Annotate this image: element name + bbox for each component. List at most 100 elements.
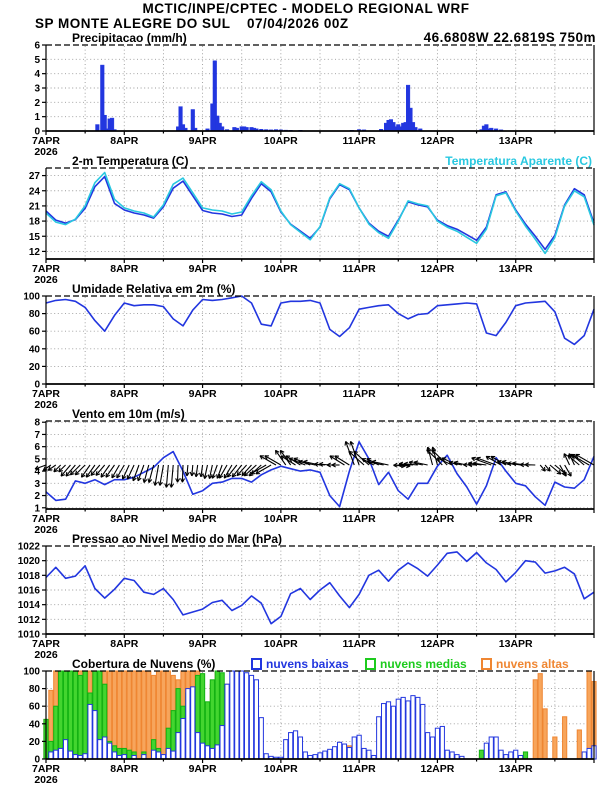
pressure-panel: 1010 1012 1014 1016 1018 1020 1022 7APR 8APR 9APR…: [18, 532, 595, 661]
y-tick-label: 15: [29, 232, 41, 243]
cloud-bar: [478, 749, 485, 760]
x-tick-label: 12APR: [420, 135, 454, 147]
series-line: [45, 171, 595, 255]
cloud-bar: [126, 749, 132, 760]
y-tick-label: 2: [34, 98, 40, 109]
cloud-bar: [429, 736, 436, 760]
cloud-bar: [126, 670, 132, 760]
cloud-bar: [219, 725, 225, 760]
x-tick-label: 8APR: [110, 763, 138, 775]
location-coordinates: 46.6808W 22.6819S 750m: [423, 30, 596, 45]
panel-title: Vento em 10m (m/s): [72, 407, 185, 421]
series-line: [45, 440, 595, 508]
cloud-bar: [586, 747, 592, 760]
y-tick-label: 4: [34, 69, 40, 80]
cloud-bar: [366, 749, 372, 760]
cloud-bar: [332, 746, 338, 760]
cloud-bar: [562, 716, 568, 760]
y-tick-label: 1: [34, 503, 40, 514]
cloud-bar: [361, 747, 367, 760]
x-tick-label: 12APR: [420, 263, 454, 275]
y-tick-label: 1020: [18, 556, 41, 567]
x-tick-label: 9APR: [189, 388, 217, 400]
cloud-bar: [420, 703, 426, 760]
y-tick-label: 1012: [18, 615, 41, 626]
temperature-panel: 12 15 18 21 24 27 7APR 8APR 9APR 10APR 11APR 12APR 1…: [29, 154, 595, 286]
y-tick-label: 18: [29, 217, 41, 228]
legend-swatch-icon: [251, 658, 262, 670]
y-tick-label: 80: [29, 684, 41, 695]
x-tick-label: 7APR: [32, 263, 60, 275]
cloud-bar: [508, 751, 514, 760]
cloud-bar: [72, 670, 78, 760]
x-tick-label: 10APR: [264, 638, 298, 650]
panel-title: 2-m Temperatura (C): [72, 154, 188, 168]
y-tick-label: 0: [34, 380, 40, 391]
x-tick-label: 13APR: [499, 763, 533, 775]
x-tick-label: 9APR: [189, 513, 217, 525]
x-year-label: 2026: [34, 146, 58, 158]
y-tick-label: 1016: [18, 586, 41, 597]
x-tick-label: 11APR: [343, 263, 377, 275]
cloud-bar: [58, 747, 64, 760]
y-tick-label: 27: [29, 171, 41, 182]
cloud-bar: [195, 732, 201, 760]
cloud-bar: [131, 670, 137, 760]
y-tick-label: 6: [34, 442, 40, 453]
cloud-bar: [302, 751, 308, 760]
y-tick-label: 20: [29, 737, 41, 748]
cloud-bar: [586, 670, 592, 760]
y-tick-label: 40: [29, 719, 41, 730]
x-tick-label: 9APR: [189, 763, 217, 775]
y-tick-label: 100: [23, 667, 40, 678]
cloud-bar: [180, 718, 186, 760]
cloud-bar: [204, 745, 211, 760]
cloud-bar: [234, 670, 240, 760]
y-tick-label: 60: [29, 702, 41, 713]
cloud-bar: [155, 670, 162, 760]
cloud-bar: [537, 673, 543, 760]
cloud-bar: [87, 703, 93, 760]
cloud-bar: [317, 752, 323, 760]
cloud-bar: [165, 747, 171, 760]
y-tick-label: 1014: [18, 600, 41, 611]
cloud-bar: [493, 736, 499, 760]
series-line: [45, 295, 595, 346]
precipitation-panel: 0 1 2 3 4 5 6 7APR 8APR 9APR 10APR 11APR 12APR 13APR 2…: [32, 31, 595, 158]
x-tick-label: 7APR: [32, 638, 60, 650]
cloud-bar: [253, 679, 259, 760]
cloud-bar: [62, 739, 69, 760]
x-year-label: 2026: [34, 399, 58, 411]
cloud-bar: [288, 732, 294, 760]
panel-title: Umidade Relativa em 2m (%): [72, 282, 235, 296]
cloud-bar: [283, 739, 289, 760]
cloud-bar: [292, 730, 299, 760]
panel-title: Cobertura de Nuvens (%): [72, 657, 215, 671]
x-tick-label: 9APR: [189, 135, 217, 147]
y-tick-label: 3: [34, 84, 40, 95]
cloud-bar: [434, 727, 441, 760]
x-tick-label: 10APR: [264, 135, 298, 147]
x-tick-label: 12APR: [420, 638, 454, 650]
cloud-bar: [190, 686, 196, 760]
cloud-bar: [136, 670, 142, 760]
panel-title: Precipitacao (mm/h): [72, 31, 187, 45]
cloud-bar: [346, 747, 352, 760]
y-tick-label: 1022: [18, 542, 41, 553]
run-datetime: 07/04/2026 00Z: [247, 16, 349, 31]
x-tick-label: 11APR: [343, 135, 377, 147]
cloud-bar: [229, 670, 235, 760]
x-tick-label: 9APR: [189, 638, 217, 650]
cloud-bar: [107, 742, 113, 760]
cloud-bar: [151, 749, 157, 760]
cloud-bar: [67, 670, 74, 760]
cloud-bar: [322, 750, 328, 760]
cloud-bar: [185, 688, 191, 760]
cloud-bar: [410, 695, 416, 760]
cloud-bar: [58, 670, 64, 760]
cloud-bar: [48, 751, 54, 760]
cloud-bar: [209, 679, 215, 760]
y-tick-label: 7: [34, 430, 40, 441]
cloud-bar: [488, 736, 494, 760]
cloud-bar: [439, 725, 445, 760]
